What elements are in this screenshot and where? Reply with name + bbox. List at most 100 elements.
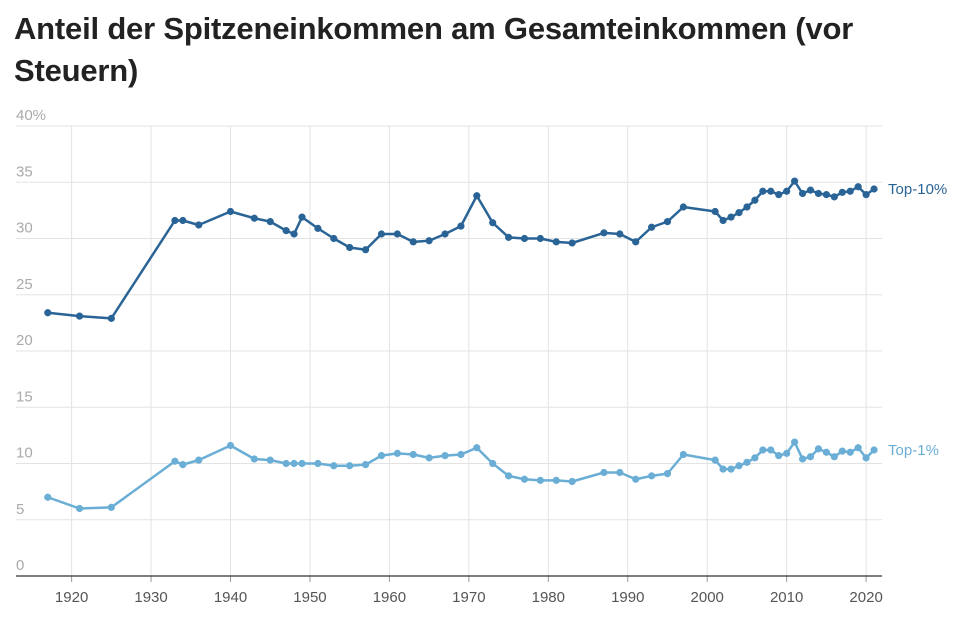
data-point	[616, 468, 624, 477]
data-point	[854, 183, 862, 191]
data-point	[727, 213, 735, 221]
y-tick-label: 20	[16, 332, 33, 349]
data-point	[377, 452, 386, 460]
data-point	[441, 452, 449, 460]
data-point	[425, 454, 433, 462]
x-tick-label: 1940	[214, 589, 247, 606]
x-tick-label: 1960	[373, 589, 406, 606]
data-point	[711, 207, 719, 216]
data-point	[743, 203, 751, 211]
data-point	[870, 446, 878, 454]
data-point	[75, 504, 84, 513]
y-tick-label: 25	[16, 276, 33, 293]
data-point	[226, 207, 235, 216]
data-point	[393, 230, 401, 238]
data-point	[377, 230, 386, 238]
data-point	[441, 230, 449, 238]
data-point	[775, 452, 783, 460]
data-point	[632, 475, 640, 483]
x-tick-label: 2020	[849, 589, 882, 606]
data-point	[266, 456, 274, 464]
data-point	[489, 459, 497, 468]
data-point	[632, 238, 640, 246]
data-point	[719, 216, 727, 225]
data-point	[171, 457, 179, 465]
x-tick-label: 1990	[611, 589, 644, 606]
data-point	[179, 216, 187, 225]
y-tick-label: 15	[16, 388, 33, 405]
data-point	[735, 209, 743, 217]
data-point	[298, 459, 306, 468]
y-tick-label: 10	[16, 445, 33, 462]
data-point	[266, 218, 274, 226]
data-point	[346, 243, 354, 252]
series-labels: Top-10% Top-1%	[888, 181, 947, 459]
data-point	[473, 444, 481, 452]
data-point	[759, 187, 767, 195]
data-point	[838, 447, 846, 455]
data-point	[854, 444, 862, 452]
data-point	[250, 455, 258, 463]
data-point	[600, 468, 608, 477]
data-point	[409, 450, 417, 459]
data-point	[282, 459, 290, 468]
data-point	[846, 448, 854, 456]
data-point	[647, 223, 656, 231]
data-point	[504, 472, 513, 480]
data-point	[751, 454, 759, 462]
data-point	[735, 462, 743, 470]
x-tick-label: 1920	[55, 589, 88, 606]
data-point	[346, 462, 354, 470]
data-point	[846, 187, 854, 195]
data-point	[775, 191, 783, 199]
data-point	[783, 187, 791, 195]
data-point	[552, 238, 560, 246]
data-point	[679, 203, 687, 211]
x-tick-label: 2000	[691, 589, 724, 606]
data-point	[425, 237, 433, 245]
y-axis-ticks: 40% 35 30 25 20 15 10 5 0	[16, 107, 46, 574]
data-point	[330, 234, 338, 243]
data-point	[107, 314, 115, 322]
data-point	[838, 188, 846, 196]
data-point	[250, 214, 258, 222]
data-point	[791, 438, 799, 446]
data-point	[798, 455, 807, 463]
data-point	[663, 218, 672, 226]
data-point	[870, 185, 878, 193]
series-lines	[47, 179, 875, 510]
data-point	[830, 193, 838, 201]
data-point	[195, 456, 203, 464]
chart-title: Anteil der Spitzeneinkommen am Gesamtein…	[14, 11, 854, 88]
data-point	[330, 462, 338, 470]
data-point	[290, 459, 298, 468]
data-point	[226, 441, 235, 450]
data-point	[791, 177, 799, 185]
y-tick-label: 0	[16, 557, 24, 574]
data-point	[830, 453, 838, 461]
data-point	[783, 449, 791, 457]
data-point	[647, 472, 656, 480]
data-point	[814, 189, 823, 198]
series-line	[47, 179, 875, 320]
data-point	[282, 227, 290, 235]
data-point	[727, 465, 735, 473]
y-tick-label: 30	[16, 220, 33, 237]
data-point	[822, 448, 830, 456]
data-point	[862, 454, 870, 462]
data-point	[767, 446, 775, 454]
data-point	[568, 239, 576, 247]
gridlines	[16, 125, 882, 576]
data-point	[107, 503, 115, 511]
data-point	[44, 309, 52, 317]
data-point	[75, 312, 84, 320]
data-point	[314, 459, 322, 468]
x-tick-label: 1970	[452, 589, 485, 606]
data-point	[759, 446, 767, 454]
data-point	[616, 230, 624, 238]
x-tick-label: 1980	[532, 589, 565, 606]
data-point	[679, 450, 687, 459]
y-tick-label: 40%	[16, 107, 46, 124]
data-point	[314, 224, 322, 232]
series-label: Top-1%	[888, 442, 939, 459]
